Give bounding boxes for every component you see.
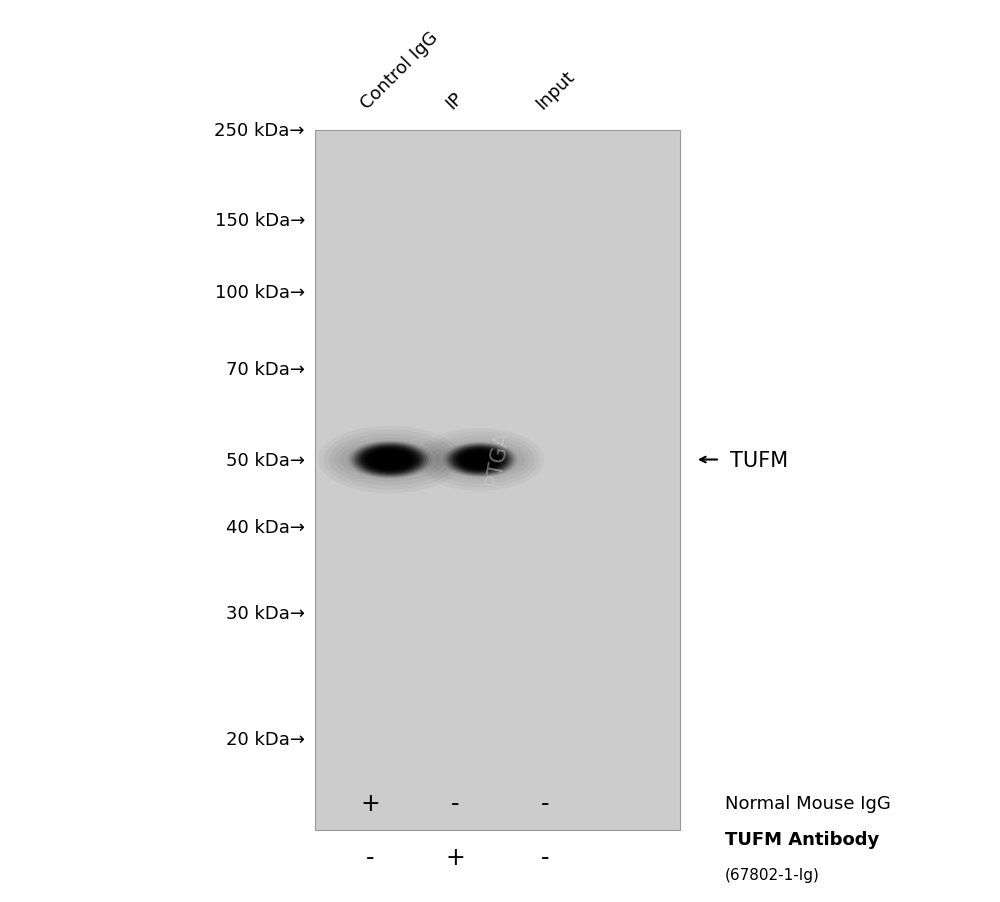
Ellipse shape <box>460 451 500 469</box>
Ellipse shape <box>452 446 508 474</box>
Text: TUFM Antibody: TUFM Antibody <box>725 830 879 848</box>
Bar <box>315 131 680 830</box>
Ellipse shape <box>376 454 404 466</box>
Text: +: + <box>445 845 465 869</box>
Ellipse shape <box>466 454 494 466</box>
Ellipse shape <box>372 452 408 468</box>
Ellipse shape <box>476 458 484 462</box>
Ellipse shape <box>354 444 426 476</box>
Text: +: + <box>360 791 380 815</box>
Ellipse shape <box>468 455 492 465</box>
Ellipse shape <box>474 457 486 463</box>
Ellipse shape <box>347 441 433 479</box>
Ellipse shape <box>383 457 397 463</box>
Text: Input: Input <box>532 67 578 113</box>
Ellipse shape <box>470 456 490 465</box>
Ellipse shape <box>361 446 419 474</box>
Text: 30 kDa→: 30 kDa→ <box>226 604 305 622</box>
Ellipse shape <box>374 453 406 467</box>
Text: IP: IP <box>442 88 466 113</box>
Text: -: - <box>451 791 459 815</box>
Ellipse shape <box>386 458 394 462</box>
Ellipse shape <box>381 456 399 464</box>
Text: TUFM: TUFM <box>730 450 788 470</box>
Ellipse shape <box>352 443 428 477</box>
Ellipse shape <box>456 448 504 472</box>
Ellipse shape <box>365 449 415 471</box>
Text: Normal Mouse IgG: Normal Mouse IgG <box>725 794 891 812</box>
Ellipse shape <box>462 452 498 468</box>
Ellipse shape <box>388 459 392 461</box>
Ellipse shape <box>472 456 488 464</box>
Ellipse shape <box>464 453 496 467</box>
Ellipse shape <box>370 451 410 469</box>
Text: 100 kDa→: 100 kDa→ <box>215 284 305 302</box>
Text: -: - <box>541 845 549 869</box>
Text: 250 kDa→: 250 kDa→ <box>214 122 305 140</box>
Text: 50 kDa→: 50 kDa→ <box>226 451 305 469</box>
Text: 40 kDa→: 40 kDa→ <box>226 519 305 537</box>
Ellipse shape <box>442 442 518 478</box>
Ellipse shape <box>368 450 413 470</box>
Ellipse shape <box>356 445 424 475</box>
Ellipse shape <box>358 446 422 474</box>
Text: Control IgG: Control IgG <box>357 29 442 113</box>
Ellipse shape <box>448 445 512 475</box>
Text: 150 kDa→: 150 kDa→ <box>215 212 305 230</box>
Ellipse shape <box>363 447 417 473</box>
Ellipse shape <box>478 459 482 461</box>
Ellipse shape <box>379 455 401 465</box>
Ellipse shape <box>446 444 514 476</box>
Text: WWW.PTGAES.COM: WWW.PTGAES.COM <box>472 349 528 553</box>
Ellipse shape <box>450 446 510 474</box>
Text: -: - <box>541 791 549 815</box>
Ellipse shape <box>444 443 516 477</box>
Text: (67802-1-Ig): (67802-1-Ig) <box>725 868 820 882</box>
Text: -: - <box>366 845 374 869</box>
Ellipse shape <box>458 449 502 471</box>
Text: 70 kDa→: 70 kDa→ <box>226 361 305 379</box>
Text: 20 kDa→: 20 kDa→ <box>226 731 305 749</box>
Ellipse shape <box>454 447 506 473</box>
Ellipse shape <box>350 442 430 478</box>
